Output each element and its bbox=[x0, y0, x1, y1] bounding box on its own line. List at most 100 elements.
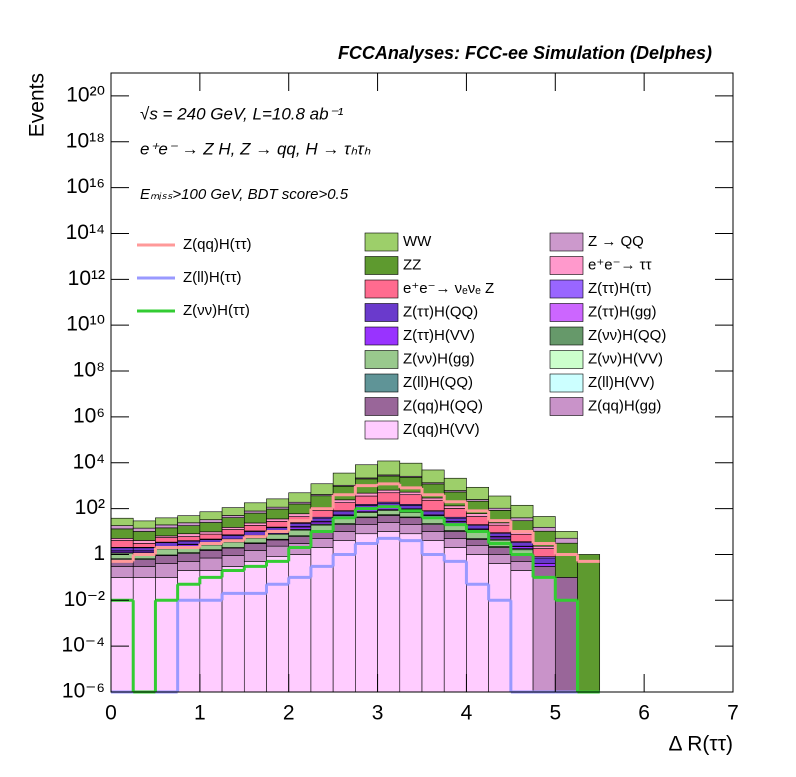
histogram-bar bbox=[444, 538, 466, 547]
x-tick-label: 1 bbox=[194, 702, 206, 725]
legend-label: e⁺e⁻→ ττ bbox=[588, 256, 652, 273]
histogram-bar bbox=[155, 564, 177, 578]
histogram-bar bbox=[200, 520, 222, 523]
x-tick-label: 7 bbox=[727, 702, 739, 725]
x-axis-label: Δ R(ττ) bbox=[669, 733, 733, 756]
histogram-bar bbox=[400, 495, 422, 505]
histogram-bar bbox=[244, 503, 266, 511]
histogram-bar bbox=[111, 526, 133, 529]
histogram-bar bbox=[244, 538, 266, 543]
histogram-bar bbox=[267, 540, 289, 546]
legend-label: Z(νν)H(QQ) bbox=[588, 327, 666, 344]
histogram-bar bbox=[400, 512, 422, 517]
histogram-bar bbox=[289, 504, 311, 514]
legend-swatch bbox=[365, 304, 398, 322]
histogram-bar bbox=[178, 534, 200, 537]
histogram-bar bbox=[444, 508, 466, 517]
histogram-bar bbox=[355, 496, 377, 504]
histogram-bar bbox=[200, 545, 222, 550]
histogram-bar bbox=[200, 532, 222, 534]
histogram-bar bbox=[489, 548, 511, 555]
legend-swatch bbox=[550, 351, 583, 369]
histogram-bar bbox=[111, 529, 133, 538]
legend-label: Z(ll)H(ττ) bbox=[183, 269, 242, 286]
histogram-bar bbox=[489, 534, 511, 537]
histogram-bar bbox=[444, 478, 466, 490]
histogram-bar bbox=[289, 527, 311, 529]
histogram-bar bbox=[533, 546, 555, 548]
histogram-bar bbox=[400, 477, 422, 492]
histogram-bar bbox=[444, 518, 466, 521]
legend-swatch bbox=[550, 327, 583, 345]
chart-title: FCCAnalyses: FCC-ee Simulation (Delphes) bbox=[338, 43, 712, 63]
histogram-bar bbox=[422, 470, 444, 483]
histogram-bar bbox=[511, 518, 533, 521]
histogram-bar bbox=[444, 492, 466, 506]
legend-swatch bbox=[550, 233, 583, 251]
histogram-bar bbox=[333, 503, 355, 511]
histogram-bar bbox=[400, 534, 422, 692]
y-tick-label: 10⁶ bbox=[73, 404, 105, 427]
histogram-bar bbox=[155, 518, 177, 525]
histogram-bar bbox=[178, 561, 200, 570]
histogram-bar bbox=[511, 505, 533, 518]
histogram-bar bbox=[333, 486, 355, 500]
histogram-bar bbox=[378, 461, 400, 475]
histogram-bar bbox=[400, 463, 422, 476]
histogram-bar bbox=[155, 538, 177, 543]
histogram-bar bbox=[155, 577, 177, 692]
histogram-bar bbox=[422, 532, 444, 541]
y-tick-label: 10⁻² bbox=[64, 588, 105, 611]
histogram-bar bbox=[222, 508, 244, 516]
histogram-bar bbox=[222, 536, 244, 540]
legend-swatch bbox=[550, 374, 583, 392]
histogram-bar bbox=[533, 527, 555, 531]
histogram-bar bbox=[422, 518, 444, 523]
histogram-bar bbox=[378, 493, 400, 502]
histogram-bar bbox=[289, 493, 311, 502]
y-tick-label: 10¹² bbox=[68, 267, 105, 290]
histogram-bar bbox=[133, 541, 155, 544]
histogram-bar bbox=[111, 577, 133, 692]
x-tick-label: 5 bbox=[549, 702, 561, 725]
histogram-bar bbox=[466, 526, 488, 529]
histogram-bar bbox=[311, 538, 333, 547]
histogram-bar bbox=[511, 543, 533, 547]
histogram-bar bbox=[400, 505, 422, 508]
histogram-bar bbox=[355, 518, 377, 525]
histogram-bar bbox=[178, 541, 200, 544]
y-tick-label: 10¹⁶ bbox=[66, 175, 105, 198]
histogram-bar bbox=[533, 564, 555, 567]
legend-swatch bbox=[550, 304, 583, 322]
histogram-bar bbox=[133, 531, 155, 540]
histogram-bar bbox=[555, 531, 577, 538]
histogram-bar bbox=[466, 539, 488, 545]
annotation: √s = 240 GeV, L=10.8 ab⁻¹ bbox=[140, 104, 344, 123]
legend-swatch bbox=[365, 233, 398, 251]
histogram-bar bbox=[289, 530, 311, 536]
histogram-bar bbox=[333, 512, 355, 515]
y-tick-label: 1 bbox=[93, 542, 105, 565]
x-tick-label: 0 bbox=[105, 702, 117, 725]
legend-swatch bbox=[365, 327, 398, 345]
histogram-bar bbox=[178, 526, 200, 534]
x-tick-label: 2 bbox=[283, 702, 295, 725]
histogram-bar bbox=[466, 545, 488, 554]
histogram-bar bbox=[555, 543, 577, 577]
histogram-bar bbox=[422, 500, 444, 510]
histogram-bar bbox=[155, 543, 177, 547]
histogram-bar bbox=[155, 555, 177, 563]
histogram-bar bbox=[267, 499, 289, 507]
histogram-bar bbox=[489, 554, 511, 563]
y-tick-label: 10¹⁴ bbox=[66, 221, 105, 244]
histogram-bar bbox=[244, 561, 266, 692]
histogram-bar bbox=[244, 544, 266, 551]
histogram-bar bbox=[311, 522, 333, 524]
histogram-bar bbox=[378, 522, 400, 531]
histogram-bar bbox=[444, 532, 466, 539]
histogram-bar bbox=[311, 518, 333, 521]
histogram-bar bbox=[311, 511, 333, 518]
histogram-bar bbox=[200, 558, 222, 570]
histogram-bar bbox=[533, 577, 555, 692]
histogram-bar bbox=[311, 525, 333, 530]
